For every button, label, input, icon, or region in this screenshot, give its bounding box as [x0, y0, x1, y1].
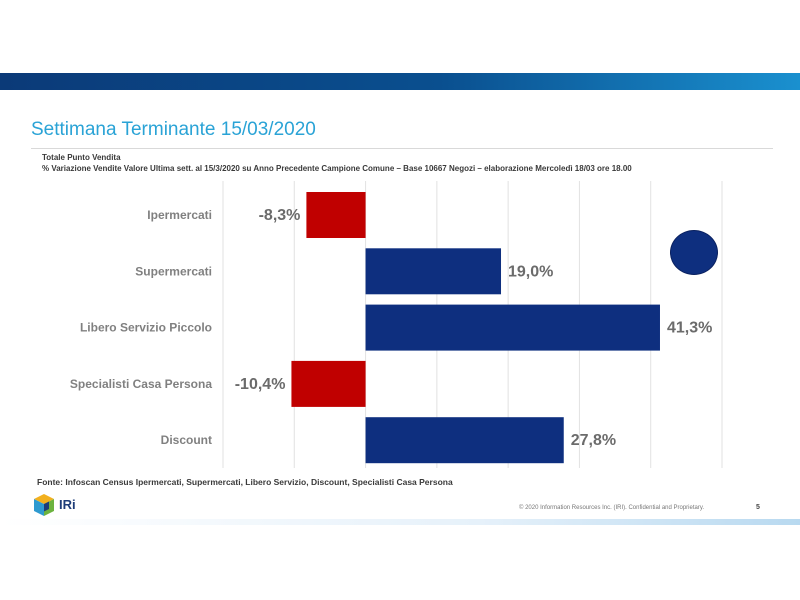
- header-band: [0, 73, 800, 90]
- subtitle-description: % Variazione Vendite Valore Ultima sett.…: [42, 164, 632, 173]
- copyright-notice: © 2020 Information Resources Inc. (IRI).…: [519, 505, 705, 511]
- category-label: Supermercati: [135, 264, 212, 278]
- category-label: Discount: [161, 433, 212, 447]
- value-label: 41,3%: [667, 320, 712, 337]
- value-label: -10,4%: [235, 376, 286, 393]
- category-label: Libero Servizio Piccolo: [80, 321, 212, 335]
- value-label: -8,3%: [259, 207, 301, 224]
- iri-cube-icon: [34, 494, 54, 516]
- value-label: 19,0%: [508, 263, 553, 280]
- logo-text: IRi: [59, 497, 76, 512]
- category-label: Specialisti Casa Persona: [70, 377, 212, 391]
- bar: [365, 304, 660, 351]
- page-title: Settimana Terminante 15/03/2020: [31, 119, 316, 140]
- bar-chart: Ipermercati -8,3% Supermercati 19,0% Libero …: [70, 181, 723, 468]
- page-number: 5: [756, 504, 760, 511]
- slide: Settimana Terminante 15/03/2020 Totale P…: [0, 73, 800, 525]
- title-divider: [31, 148, 773, 149]
- subtitle-store-total: Totale Punto Vendita: [42, 153, 121, 162]
- decorative-circle: [670, 230, 718, 275]
- source-note: Fonte: Infoscan Census Ipermercati, Supe…: [37, 477, 453, 487]
- bar: [365, 248, 502, 295]
- footer-band: [0, 519, 800, 525]
- bar: [365, 417, 564, 464]
- value-label: 27,8%: [571, 432, 616, 449]
- bar: [306, 192, 366, 238]
- category-label: Ipermercati: [147, 208, 212, 222]
- iri-logo: IRi: [33, 493, 93, 519]
- bar: [291, 360, 366, 407]
